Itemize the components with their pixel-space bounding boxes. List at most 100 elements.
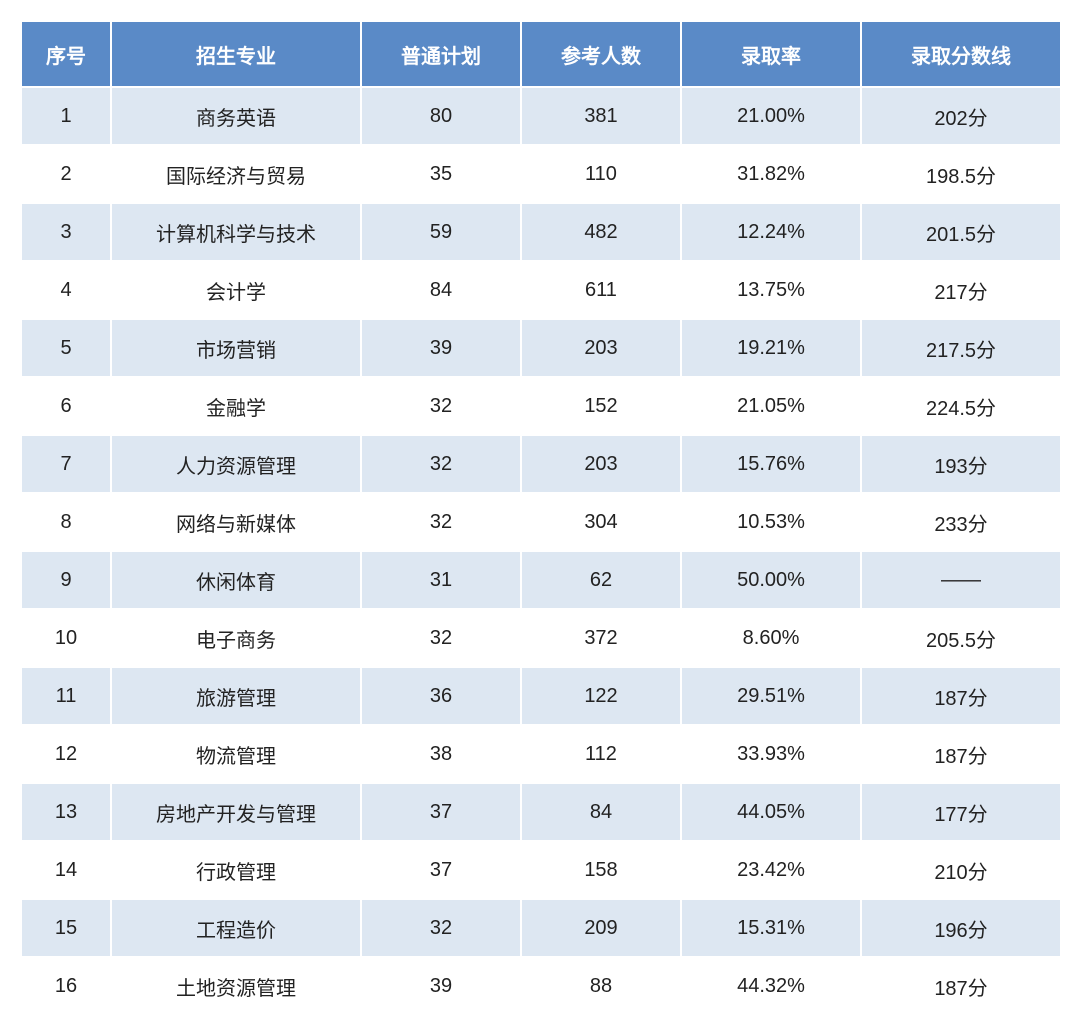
cell-count: 122	[521, 667, 681, 725]
cell-seq: 5	[21, 319, 111, 377]
cell-major: 工程造价	[111, 899, 361, 957]
admissions-table: 序号 招生专业 普通计划 参考人数 录取率 录取分数线 1商务英语8038121…	[20, 20, 1062, 1016]
col-header-seq: 序号	[21, 21, 111, 87]
cell-count: 611	[521, 261, 681, 319]
cell-major: 会计学	[111, 261, 361, 319]
table-row: 1商务英语8038121.00%202分	[21, 87, 1061, 145]
cell-plan: 35	[361, 145, 521, 203]
col-header-count: 参考人数	[521, 21, 681, 87]
cell-major: 电子商务	[111, 609, 361, 667]
cell-rate: 13.75%	[681, 261, 861, 319]
cell-plan: 39	[361, 319, 521, 377]
cell-rate: 19.21%	[681, 319, 861, 377]
cell-score: 217分	[861, 261, 1061, 319]
table-row: 15工程造价3220915.31%196分	[21, 899, 1061, 957]
col-header-score: 录取分数线	[861, 21, 1061, 87]
table-header-row: 序号 招生专业 普通计划 参考人数 录取率 录取分数线	[21, 21, 1061, 87]
cell-count: 304	[521, 493, 681, 551]
cell-rate: 44.32%	[681, 957, 861, 1015]
cell-seq: 6	[21, 377, 111, 435]
col-header-plan: 普通计划	[361, 21, 521, 87]
cell-score: 210分	[861, 841, 1061, 899]
cell-score: 187分	[861, 725, 1061, 783]
cell-seq: 11	[21, 667, 111, 725]
cell-major: 行政管理	[111, 841, 361, 899]
cell-rate: 10.53%	[681, 493, 861, 551]
cell-score: 187分	[861, 957, 1061, 1015]
cell-score: 233分	[861, 493, 1061, 551]
cell-count: 110	[521, 145, 681, 203]
cell-plan: 31	[361, 551, 521, 609]
cell-seq: 13	[21, 783, 111, 841]
cell-count: 158	[521, 841, 681, 899]
cell-score: ——	[861, 551, 1061, 609]
table-row: 5市场营销3920319.21%217.5分	[21, 319, 1061, 377]
cell-plan: 37	[361, 783, 521, 841]
cell-major: 金融学	[111, 377, 361, 435]
table-row: 4会计学8461113.75%217分	[21, 261, 1061, 319]
cell-major: 旅游管理	[111, 667, 361, 725]
cell-rate: 44.05%	[681, 783, 861, 841]
cell-major: 计算机科学与技术	[111, 203, 361, 261]
cell-score: 196分	[861, 899, 1061, 957]
cell-score: 177分	[861, 783, 1061, 841]
cell-major: 商务英语	[111, 87, 361, 145]
table-row: 7人力资源管理3220315.76%193分	[21, 435, 1061, 493]
cell-score: 198.5分	[861, 145, 1061, 203]
cell-seq: 1	[21, 87, 111, 145]
cell-count: 482	[521, 203, 681, 261]
cell-plan: 32	[361, 493, 521, 551]
table-row: 6金融学3215221.05%224.5分	[21, 377, 1061, 435]
cell-count: 381	[521, 87, 681, 145]
cell-major: 土地资源管理	[111, 957, 361, 1015]
cell-score: 202分	[861, 87, 1061, 145]
table-row: 9休闲体育316250.00%——	[21, 551, 1061, 609]
cell-rate: 31.82%	[681, 145, 861, 203]
table-body: 1商务英语8038121.00%202分2国际经济与贸易3511031.82%1…	[21, 87, 1061, 1015]
col-header-major: 招生专业	[111, 21, 361, 87]
cell-count: 112	[521, 725, 681, 783]
cell-seq: 12	[21, 725, 111, 783]
cell-count: 203	[521, 319, 681, 377]
table-row: 12物流管理3811233.93%187分	[21, 725, 1061, 783]
cell-rate: 23.42%	[681, 841, 861, 899]
cell-plan: 37	[361, 841, 521, 899]
cell-rate: 21.05%	[681, 377, 861, 435]
cell-count: 152	[521, 377, 681, 435]
table-row: 2国际经济与贸易3511031.82%198.5分	[21, 145, 1061, 203]
table-row: 16土地资源管理398844.32%187分	[21, 957, 1061, 1015]
cell-major: 国际经济与贸易	[111, 145, 361, 203]
table-row: 14行政管理3715823.42%210分	[21, 841, 1061, 899]
cell-rate: 15.76%	[681, 435, 861, 493]
table-row: 11旅游管理3612229.51%187分	[21, 667, 1061, 725]
cell-count: 84	[521, 783, 681, 841]
cell-plan: 80	[361, 87, 521, 145]
cell-seq: 16	[21, 957, 111, 1015]
cell-score: 201.5分	[861, 203, 1061, 261]
cell-major: 房地产开发与管理	[111, 783, 361, 841]
cell-major: 休闲体育	[111, 551, 361, 609]
cell-rate: 50.00%	[681, 551, 861, 609]
cell-count: 372	[521, 609, 681, 667]
table-row: 8网络与新媒体3230410.53%233分	[21, 493, 1061, 551]
cell-plan: 84	[361, 261, 521, 319]
cell-count: 62	[521, 551, 681, 609]
cell-seq: 14	[21, 841, 111, 899]
cell-seq: 9	[21, 551, 111, 609]
cell-seq: 15	[21, 899, 111, 957]
cell-rate: 29.51%	[681, 667, 861, 725]
cell-major: 市场营销	[111, 319, 361, 377]
cell-plan: 32	[361, 609, 521, 667]
cell-rate: 12.24%	[681, 203, 861, 261]
table-row: 10电子商务323728.60%205.5分	[21, 609, 1061, 667]
cell-count: 209	[521, 899, 681, 957]
cell-score: 224.5分	[861, 377, 1061, 435]
table-row: 3计算机科学与技术5948212.24%201.5分	[21, 203, 1061, 261]
cell-seq: 10	[21, 609, 111, 667]
cell-seq: 2	[21, 145, 111, 203]
col-header-rate: 录取率	[681, 21, 861, 87]
cell-rate: 8.60%	[681, 609, 861, 667]
cell-count: 203	[521, 435, 681, 493]
cell-major: 网络与新媒体	[111, 493, 361, 551]
cell-count: 88	[521, 957, 681, 1015]
